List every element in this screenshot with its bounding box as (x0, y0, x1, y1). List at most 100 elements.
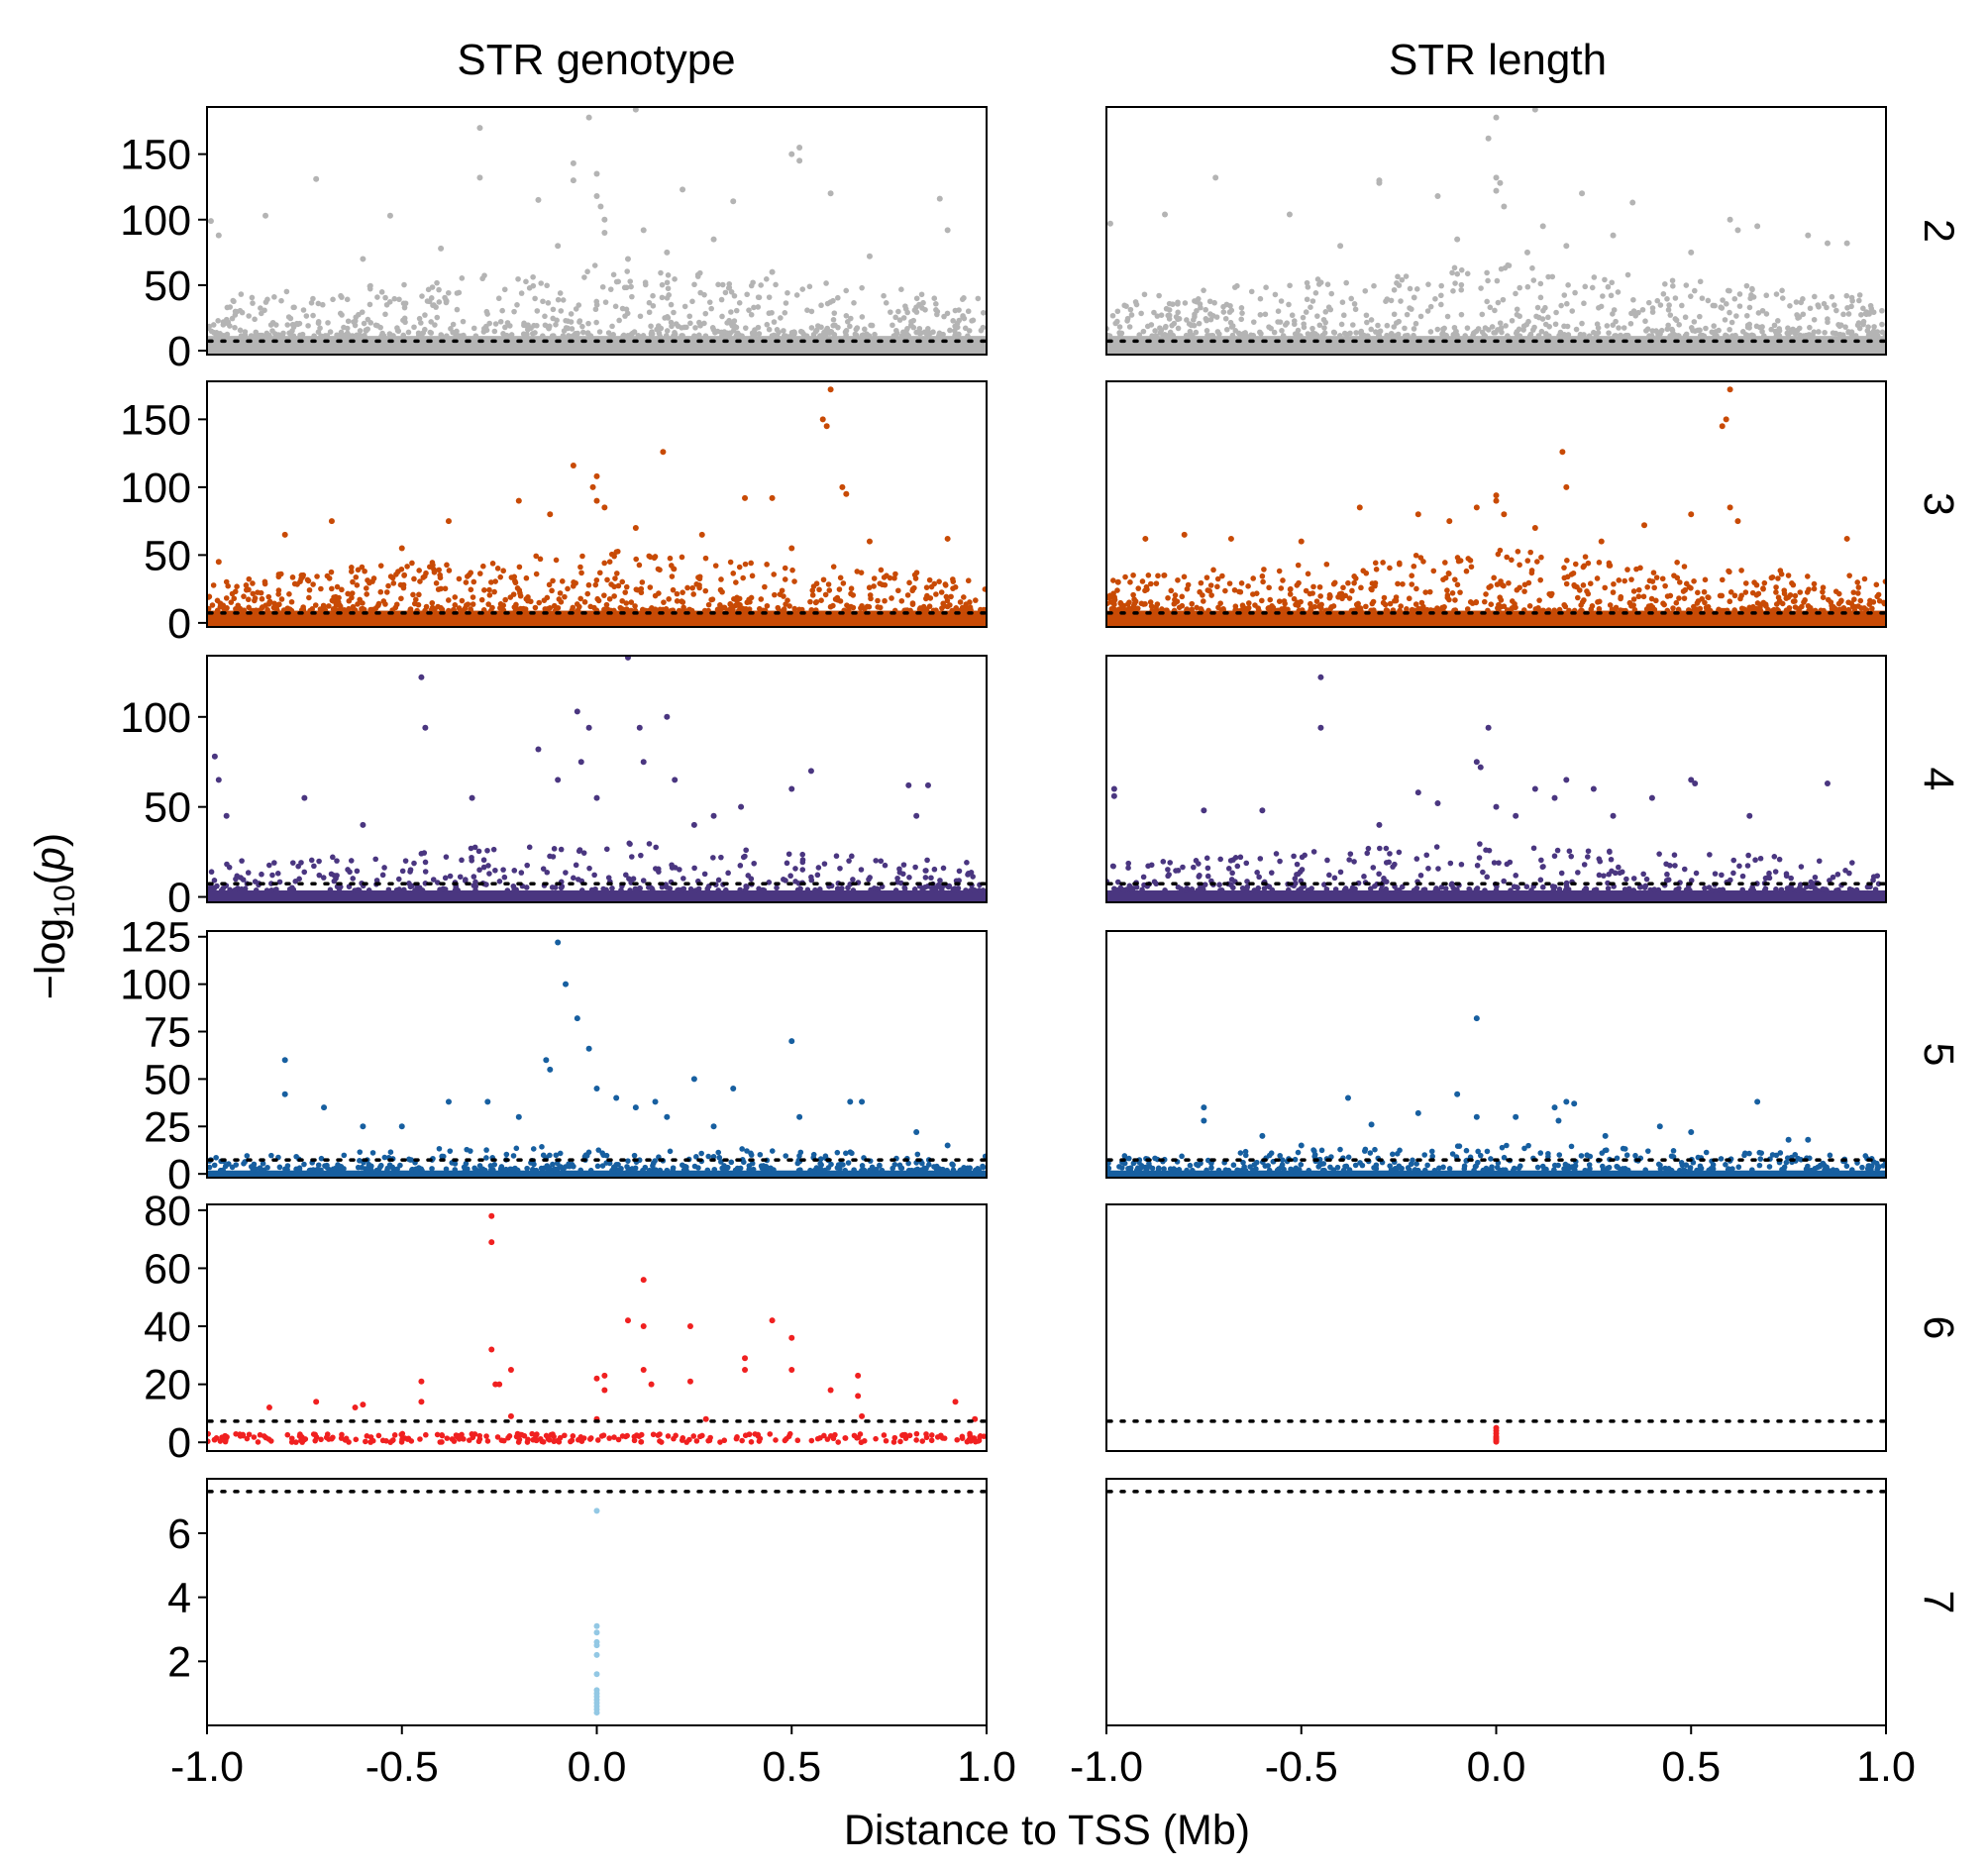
scatter-point (353, 314, 360, 321)
scatter-point (1556, 606, 1563, 613)
scatter-point (1384, 296, 1391, 302)
scatter-point (315, 300, 322, 307)
scatter-point (772, 591, 778, 598)
scatter-point (237, 327, 244, 334)
scatter-point (1421, 1152, 1428, 1158)
scatter-point (1215, 1167, 1222, 1174)
scatter-point (1804, 589, 1811, 595)
scatter-point (489, 561, 496, 567)
scatter-point (228, 599, 235, 605)
scatter-point (1625, 885, 1632, 892)
scatter-point (1653, 597, 1659, 604)
scatter-point (227, 304, 234, 310)
scatter-point (1757, 855, 1764, 862)
scatter-point (1635, 586, 1642, 593)
scatter-point (482, 1167, 488, 1174)
scatter-point (593, 1642, 600, 1649)
scatter-point (1827, 878, 1832, 884)
scatter-point (1409, 581, 1415, 587)
scatter-point (1428, 1148, 1435, 1155)
scatter-point (728, 309, 734, 315)
scatter-point (1263, 284, 1269, 290)
scatter-point (234, 583, 240, 590)
scatter-point (1607, 849, 1613, 855)
scatter-point (1226, 309, 1233, 315)
scatter-point (1497, 179, 1504, 186)
scatter-point (524, 862, 531, 869)
scatter-point (1563, 580, 1570, 587)
scatter-point (1160, 859, 1167, 865)
scatter-point (919, 305, 925, 311)
scatter-point (325, 1436, 332, 1442)
scatter-point (1811, 580, 1818, 587)
panel-frame (1105, 655, 1887, 903)
scatter-point (535, 196, 542, 203)
scatter-point (859, 1412, 866, 1419)
scatter-point (618, 886, 624, 893)
scatter-point (1558, 870, 1565, 877)
scatter-point (1227, 535, 1234, 542)
scatter-point (1488, 601, 1495, 608)
scatter-point (1834, 871, 1841, 878)
scatter-point (1754, 600, 1761, 606)
scatter-point (1126, 599, 1132, 605)
scatter-point (1539, 864, 1546, 871)
scatter-point (1651, 886, 1657, 892)
scatter-point (1376, 179, 1383, 186)
scatter-point (657, 606, 664, 613)
scatter-point (577, 759, 584, 766)
scatter-point (1726, 287, 1732, 294)
scatter-point (353, 573, 360, 580)
scatter-point (688, 607, 695, 614)
scatter-point (849, 853, 855, 860)
scatter-point (1356, 504, 1363, 511)
scatter-point (1621, 325, 1627, 331)
scatter-point (737, 332, 743, 339)
scatter-point (1747, 295, 1753, 302)
scatter-point (296, 1167, 303, 1173)
scatter-point (422, 312, 428, 318)
scatter-point (1236, 588, 1242, 595)
scatter-point (577, 1167, 584, 1174)
scatter-point (471, 844, 478, 851)
scatter-point (391, 1432, 398, 1438)
scatter-point (1121, 1153, 1128, 1159)
scatter-point (1152, 328, 1158, 334)
panel-length-4 (1105, 655, 1888, 903)
scatter-point (1114, 879, 1121, 885)
scatter-point (1867, 1167, 1874, 1174)
scatter-point (1753, 581, 1760, 588)
scatter-point (1854, 579, 1861, 585)
scatter-point (1572, 289, 1578, 296)
scatter-point (357, 328, 364, 334)
scatter-point (445, 289, 452, 296)
scatter-point (1848, 1167, 1855, 1173)
scatter-point (443, 1166, 450, 1173)
scatter-point (710, 1153, 717, 1160)
scatter-point (1216, 882, 1222, 888)
scatter-point (533, 553, 540, 560)
scatter-point (549, 333, 556, 339)
scatter-point (1726, 216, 1733, 223)
scatter-point (1610, 812, 1617, 819)
scatter-point (1135, 585, 1142, 591)
scatter-point (215, 332, 222, 339)
scatter-point (936, 195, 943, 202)
scatter-point (469, 794, 475, 801)
scatter-point (238, 607, 244, 614)
scatter-point (568, 1438, 574, 1445)
scatter-point (1497, 320, 1504, 326)
scatter-point (1683, 1162, 1690, 1169)
scatter-point (1613, 318, 1619, 325)
scatter-point (916, 325, 923, 332)
scatter-point (1168, 587, 1175, 594)
scatter-point (449, 1436, 456, 1442)
scatter-point (253, 887, 260, 893)
scatter-point (1879, 321, 1885, 328)
scatter-point (655, 1432, 662, 1438)
scatter-point (1539, 884, 1546, 890)
scatter-point (819, 416, 826, 423)
scatter-point (1192, 311, 1198, 318)
scatter-point (1523, 884, 1530, 889)
scatter-point (1702, 884, 1708, 891)
